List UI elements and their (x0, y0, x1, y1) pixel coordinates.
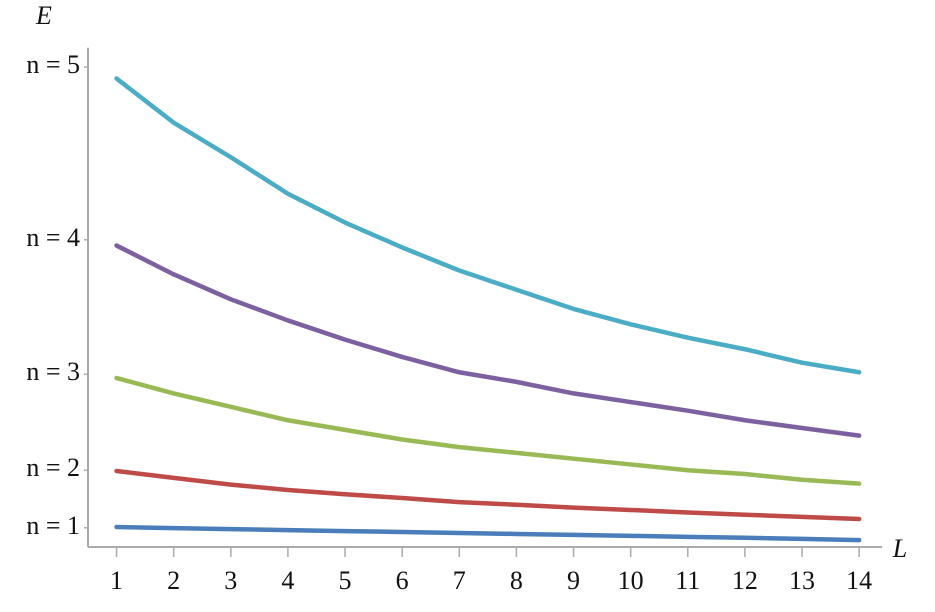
series-line (114, 76, 862, 375)
x-tick-label: 11 (675, 566, 700, 595)
x-tick-label: 14 (846, 566, 872, 595)
x-tick-label: 10 (618, 566, 644, 595)
series-line (114, 468, 862, 522)
y-tick-label: n = 2 (26, 453, 80, 482)
x-tick-label: 13 (789, 566, 815, 595)
x-tick-label: 12 (732, 566, 758, 595)
y-tick-label: n = 5 (26, 50, 80, 79)
x-tick-label: 1 (110, 566, 123, 595)
x-axis-label: L (892, 534, 907, 563)
y-tick-label: n = 1 (26, 511, 80, 540)
series-line (114, 375, 862, 486)
x-tick-label: 7 (453, 566, 466, 595)
x-tick-label: 4 (281, 566, 294, 595)
y-axis-label: E (35, 1, 52, 30)
x-tick-label: 8 (510, 566, 523, 595)
x-tick-label: 6 (396, 566, 409, 595)
x-tick-label: 2 (167, 566, 180, 595)
x-tick-label: 5 (339, 566, 352, 595)
series-line (114, 243, 862, 438)
series-line (114, 524, 862, 543)
y-tick-label: n = 4 (26, 223, 80, 252)
x-tick-label: 3 (224, 566, 237, 595)
x-tick-label: 9 (567, 566, 580, 595)
y-tick-label: n = 3 (26, 357, 80, 386)
